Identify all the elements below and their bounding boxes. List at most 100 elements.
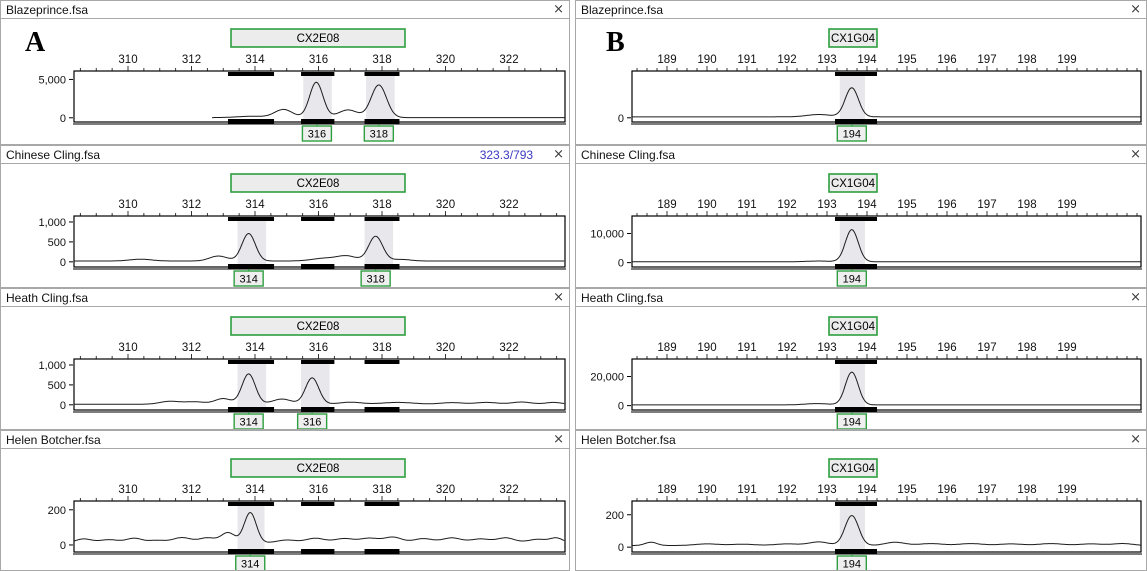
x-axis-tick-label: 310	[118, 54, 137, 66]
x-axis-tick-label: 196	[937, 54, 956, 66]
allele-highlight-band	[839, 506, 865, 551]
x-axis-tick-label: 320	[436, 484, 455, 496]
bin-range-bar	[301, 217, 335, 221]
sample-panel: Chinese Cling.fsa × 10,000 0 189 190 191 192 193…	[575, 145, 1147, 288]
signal-trace	[74, 232, 565, 262]
bin-range-bar	[228, 217, 275, 221]
x-axis-tick-label: 316	[309, 342, 328, 354]
plot-area[interactable]	[74, 501, 565, 552]
close-icon[interactable]: ×	[1130, 290, 1141, 305]
x-axis-tick-label: 195	[897, 342, 916, 354]
x-axis-tick-label: 312	[182, 199, 201, 211]
close-icon[interactable]: ×	[553, 2, 564, 17]
marker-range-box[interactable]	[828, 173, 878, 193]
bin-range-bar	[301, 264, 335, 269]
allele-call-text: 314	[241, 559, 259, 571]
bin-range-bar	[364, 360, 400, 364]
marker-range-box[interactable]	[828, 458, 878, 478]
y-axis-tick-label: 5,000	[38, 74, 66, 86]
x-axis-tick-label: 320	[436, 342, 455, 354]
x-axis-tick-label: 191	[737, 342, 756, 354]
plot-area[interactable]	[632, 216, 1141, 267]
bin-range-bar	[301, 407, 335, 412]
allele-call-label[interactable]	[836, 555, 867, 570]
allele-call-label[interactable]	[836, 413, 867, 429]
allele-call-label[interactable]	[360, 270, 391, 287]
marker-label: CX1G04	[831, 178, 876, 190]
marker-range-box[interactable]	[230, 28, 406, 48]
close-icon[interactable]: ×	[553, 147, 564, 162]
marker-label: CX2E08	[297, 321, 340, 333]
close-icon[interactable]: ×	[553, 432, 564, 447]
sample-filename: Heath Cling.fsa	[581, 290, 664, 305]
marker-label: CX2E08	[297, 463, 340, 475]
plot-area[interactable]	[632, 71, 1141, 122]
x-axis-tick-label: 322	[499, 199, 518, 211]
y-axis-tick-label: 0	[618, 113, 624, 125]
allele-highlight-band	[839, 76, 865, 121]
allele-call-text: 194	[843, 129, 861, 141]
close-icon[interactable]: ×	[1130, 2, 1141, 17]
x-axis-tick-label: 190	[697, 484, 716, 496]
allele-call-label[interactable]	[836, 270, 867, 287]
marker-range-box[interactable]	[230, 316, 406, 336]
bin-range-bar	[228, 360, 275, 364]
x-axis-tick-label: 320	[436, 54, 455, 66]
bin-range-bar	[228, 549, 275, 554]
x-axis-tick-label: 192	[777, 484, 796, 496]
sample-panel: Helen Botcher.fsa × 200 0 310 312 314 316 318 320…	[0, 430, 570, 571]
marker-range-box[interactable]	[230, 458, 406, 478]
x-axis-tick-label: 197	[977, 54, 996, 66]
allele-call-label[interactable]	[836, 125, 867, 142]
x-axis-tick-label: 198	[1017, 199, 1036, 211]
x-axis-tick-label: 310	[118, 199, 137, 211]
x-axis-tick-label: 322	[499, 342, 518, 354]
x-axis-tick-label: 194	[857, 484, 877, 496]
allele-call-label[interactable]	[296, 413, 328, 429]
bin-range-bar	[228, 502, 275, 506]
close-icon[interactable]: ×	[553, 290, 564, 305]
electropherogram: 200 0 189 190 191 192 193 194 195 196 197 198 199 CX1…	[606, 458, 1142, 570]
x-axis-tick-label: 199	[1057, 342, 1076, 354]
allele-call-label[interactable]	[233, 413, 264, 429]
close-icon[interactable]: ×	[1130, 432, 1141, 447]
marker-range-box[interactable]	[828, 316, 878, 336]
x-axis-tick-label: 316	[309, 199, 328, 211]
marker-range-box[interactable]	[230, 173, 406, 193]
y-axis-tick-label: 0	[618, 258, 624, 270]
bin-range-bar	[301, 502, 335, 506]
x-axis-tick-label: 195	[897, 54, 916, 66]
x-axis-tick-label: 192	[777, 342, 796, 354]
x-axis-tick-label: 199	[1057, 484, 1076, 496]
x-axis-tick-label: 193	[817, 342, 836, 354]
allele-highlight-band	[839, 221, 865, 266]
x-axis-tick-label: 199	[1057, 199, 1076, 211]
allele-call-label[interactable]	[301, 125, 333, 142]
allele-highlight-band	[839, 364, 865, 409]
y-axis-tick-label: 200	[48, 505, 66, 517]
marker-label: CX2E08	[297, 33, 340, 45]
bin-range-bar	[835, 119, 877, 124]
panel-title-bar: Chinese Cling.fsa ×	[576, 146, 1146, 164]
plot-area[interactable]	[632, 359, 1141, 410]
sample-filename: Heath Cling.fsa	[6, 290, 89, 305]
sample-panel: Blazeprince.fsa × 0 189 190 191 192 193 194 195 19…	[575, 0, 1147, 145]
x-axis-tick-label: 197	[977, 199, 996, 211]
allele-call-label[interactable]	[233, 270, 264, 287]
signal-trace	[632, 229, 1141, 263]
x-axis-tick-label: 314	[245, 199, 265, 211]
marker-range-box[interactable]	[828, 28, 878, 48]
x-axis-tick-label: 196	[937, 342, 956, 354]
allele-highlight-band	[301, 364, 330, 409]
x-axis-tick-label: 190	[697, 54, 716, 66]
allele-call-label[interactable]	[363, 125, 395, 142]
x-axis-tick-label: 195	[897, 484, 916, 496]
bin-range-bar	[301, 119, 335, 124]
close-icon[interactable]: ×	[1130, 147, 1141, 162]
allele-call-label[interactable]	[235, 555, 266, 570]
x-axis-tick-label: 312	[182, 54, 201, 66]
x-axis-tick-label: 189	[657, 199, 676, 211]
panel-title-bar: Blazeprince.fsa ×	[1, 1, 569, 19]
signal-trace	[74, 373, 565, 405]
